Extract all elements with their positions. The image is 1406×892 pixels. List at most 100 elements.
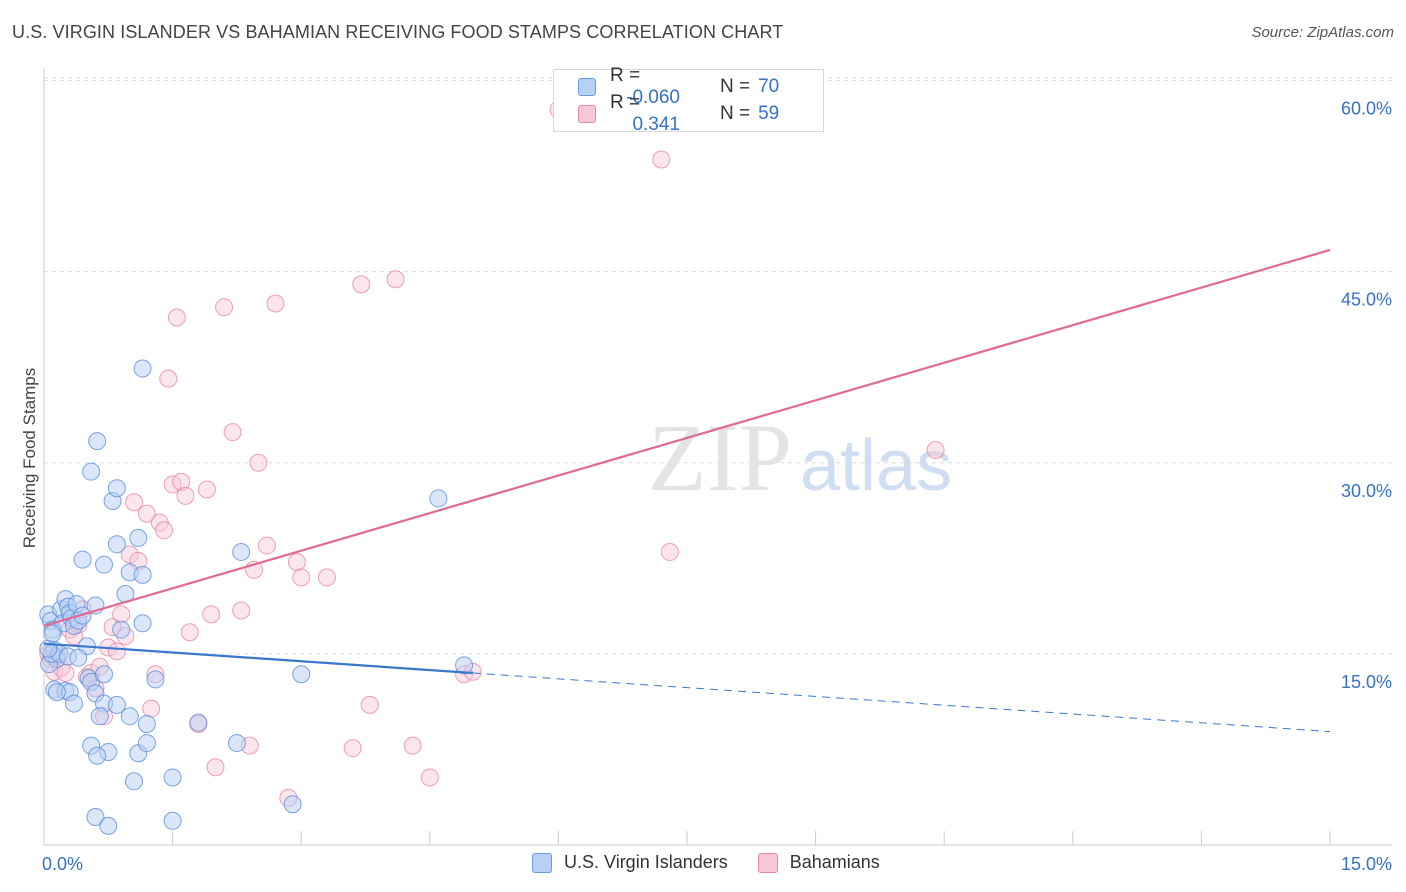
y-tick-label: 30.0%	[1341, 481, 1392, 501]
virgin-islanders-point	[69, 648, 88, 667]
tick-labels: 15.0% 30.0% 45.0% 60.0% 0.0% 15.0%	[42, 99, 1392, 875]
virgin-islanders-point	[86, 807, 105, 826]
virgin-islanders-trend-extrapolated	[472, 672, 1331, 733]
bahamians-point	[266, 294, 285, 313]
bahamians-point	[317, 568, 336, 587]
virgin-islanders-point	[88, 746, 107, 765]
bahamians-point	[176, 486, 195, 505]
virgin-islanders-point	[107, 695, 126, 714]
legend-row-virgin-islanders: R =-0.060 N = 70	[578, 65, 780, 108]
series-legend-bahamians[interactable]: Bahamians	[757, 852, 880, 873]
x-tick-label: 15.0%	[1341, 854, 1392, 874]
virgin-islanders-point	[232, 542, 251, 561]
bahamians-point	[197, 480, 216, 499]
virgin-islanders-point	[82, 462, 101, 481]
correlation-legend: R =-0.060 N = 70 R =0.341 N = 59	[553, 65, 824, 135]
bahamians-point	[360, 695, 379, 714]
virgin-islanders-point	[112, 620, 131, 639]
virgin-islanders-point	[107, 535, 126, 554]
bahamians-point	[232, 601, 251, 620]
y-tick-label: 15.0%	[1341, 672, 1392, 692]
bahamians-point	[167, 308, 186, 327]
bahamians-point	[249, 453, 268, 472]
bahamians-point	[386, 270, 405, 289]
bahamians-point	[660, 542, 679, 561]
virgin-islanders-point	[227, 734, 246, 753]
bahamians-point	[125, 493, 144, 512]
virgin-islanders-point	[146, 670, 165, 689]
virgin-islanders-point	[429, 489, 448, 508]
virgin-islanders-point	[163, 811, 182, 830]
bahamians-point	[343, 739, 362, 758]
virgin-islanders-point	[47, 683, 66, 702]
bahamians-point	[287, 553, 306, 572]
virgin-islanders-point	[95, 665, 114, 684]
watermark-zip: ZIP	[648, 404, 792, 511]
axes	[43, 68, 1392, 846]
bahamians-point	[202, 605, 221, 624]
virgin-islanders-point	[88, 432, 107, 451]
legend-n-label: N =	[720, 103, 751, 124]
virgin-islanders-point	[283, 795, 302, 814]
virgin-islanders-point	[125, 772, 144, 791]
series-label: U.S. Virgin Islanders	[564, 852, 728, 872]
trend-lines	[43, 248, 1331, 733]
virgin-islanders-points	[39, 359, 474, 835]
bahamians-point	[352, 275, 371, 294]
series-swatch-pink	[757, 852, 778, 873]
series-label: Bahamians	[789, 852, 880, 872]
legend-r-label: R =	[610, 92, 641, 113]
legend-row-bahamians: R =0.341 N = 59	[578, 92, 780, 135]
virgin-islanders-point	[189, 713, 208, 732]
bahamians-point	[223, 423, 242, 442]
watermark-atlas: atlas	[800, 426, 952, 506]
virgin-islanders-point	[90, 707, 109, 726]
x-tick-label: 0.0%	[42, 854, 83, 874]
virgin-islanders-point	[455, 656, 474, 675]
legend-r-value: -0.060	[626, 87, 680, 108]
bahamians-point	[159, 369, 178, 388]
legend-n-value: 59	[758, 103, 780, 124]
series-swatch-blue	[532, 852, 552, 873]
bahamians-point	[155, 521, 174, 540]
virgin-islanders-point	[129, 528, 148, 547]
virgin-islanders-point	[133, 565, 152, 584]
bahamians-trend	[43, 248, 1331, 627]
virgin-islanders-point	[292, 665, 311, 684]
legend-n-label: N =	[720, 76, 751, 97]
bahamians-point	[257, 536, 276, 555]
bahamians-point	[292, 568, 311, 587]
source-label: Source: ZipAtlas.com	[1251, 24, 1394, 41]
legend-swatch-blue	[578, 78, 596, 96]
y-tick-label: 45.0%	[1341, 290, 1392, 310]
bahamians-point	[926, 441, 945, 460]
bahamians-point	[206, 758, 225, 777]
virgin-islanders-point	[95, 555, 114, 574]
bahamians-point	[142, 699, 161, 718]
bahamians-point	[652, 150, 671, 169]
virgin-islanders-point	[133, 614, 152, 633]
bahamians-point	[403, 736, 422, 755]
virgin-islanders-point	[120, 707, 139, 726]
series-legend: U.S. Virgin Islanders Bahamians	[532, 852, 910, 873]
y-tick-label: 60.0%	[1341, 99, 1392, 119]
legend-r-value: 0.341	[632, 114, 680, 135]
series-legend-virgin-islanders[interactable]: U.S. Virgin Islanders	[532, 852, 728, 873]
legend-r-label: R =	[610, 65, 641, 86]
bahamians-point	[172, 472, 191, 491]
legend-n-value: 70	[758, 76, 780, 97]
virgin-islanders-trend	[43, 642, 473, 675]
bahamians-point	[137, 504, 156, 523]
virgin-islanders-point	[107, 479, 126, 498]
bahamians-point	[107, 642, 126, 661]
bahamians-point	[112, 605, 131, 624]
bahamians-point	[215, 298, 234, 317]
virgin-islanders-point	[65, 694, 84, 713]
virgin-islanders-point	[137, 734, 156, 753]
virgin-islanders-point	[99, 816, 118, 835]
virgin-islanders-point	[163, 768, 182, 787]
chart-title: U.S. VIRGIN ISLANDER VS BAHAMIAN RECEIVI…	[12, 22, 784, 42]
bahamians-point	[180, 623, 199, 642]
legend-swatch-pink	[578, 105, 596, 123]
